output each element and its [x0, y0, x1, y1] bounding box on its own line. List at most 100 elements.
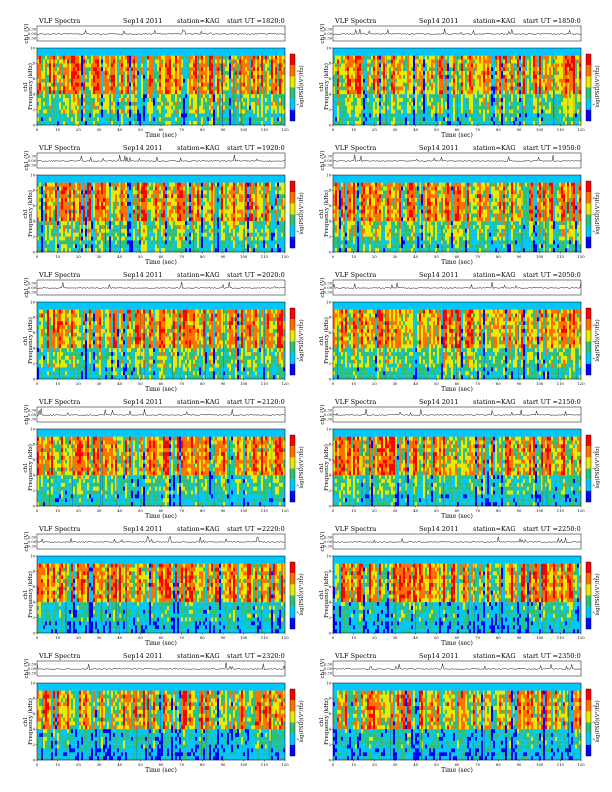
spectrogram-cell [551, 105, 554, 110]
spectrogram-cell [225, 67, 228, 72]
spectrogram-cell [461, 51, 464, 56]
spectrogram-cell [213, 101, 216, 106]
spectrogram-cell [347, 121, 350, 126]
spectrogram-cell [143, 117, 146, 122]
spectrogram-cell [443, 82, 446, 87]
spectrogram-cell [227, 82, 230, 87]
spectrogram-cell [69, 86, 72, 91]
spectrogram-cell [173, 113, 176, 118]
spectrogram-cell [433, 109, 436, 114]
spectrogram-cell [355, 94, 358, 99]
spectrogram-cell [249, 98, 252, 103]
spectrogram-cell [427, 55, 430, 60]
spectrogram-cell [415, 74, 418, 79]
spectrogram-cell [431, 98, 434, 103]
spectrogram-cell [63, 67, 66, 72]
colorbar-tick-label: -2 [296, 69, 299, 73]
spectrogram-cell [203, 74, 206, 79]
spectrogram-cell [97, 86, 100, 91]
spectrogram-cell [41, 109, 44, 114]
spectrogram-cell [263, 101, 266, 106]
spectrogram-cell [403, 59, 406, 64]
spectrogram-cell [239, 90, 242, 95]
spectrogram-cell [79, 109, 82, 114]
spectrogram-cell [127, 55, 130, 60]
spectrogram-cell [341, 101, 344, 106]
spectrogram-cell [527, 94, 530, 99]
spectrogram-cell [283, 94, 286, 99]
spectrogram-cell [491, 113, 494, 118]
spectrogram-cell [467, 71, 470, 76]
spectrogram-cell [135, 59, 138, 64]
spectrogram-cell [93, 117, 96, 122]
spectrogram-cell [529, 90, 532, 95]
spectrogram-cell [569, 98, 572, 103]
spectrogram-cell [175, 71, 178, 76]
spectrogram-cell [229, 59, 232, 64]
spectrogram-cell [169, 113, 172, 118]
spectrogram-cell [61, 98, 64, 103]
spectrogram-cell [381, 105, 384, 110]
spectrogram-cell [209, 90, 212, 95]
spectrogram-cell [255, 63, 258, 68]
spectrogram-cell [521, 86, 524, 91]
spectrogram-cell [125, 59, 128, 64]
spectrogram-cell [149, 74, 152, 79]
spectrogram-cell [411, 101, 414, 106]
spectrogram-cell [337, 78, 340, 83]
spectrogram-cell [397, 82, 400, 87]
spectrogram-cell [557, 98, 560, 103]
spectrogram-cell [165, 117, 168, 122]
spectrogram-cell [151, 105, 154, 110]
spectrogram-cell [107, 78, 110, 83]
spectrogram-cell [177, 113, 180, 118]
spectrogram-cell [373, 117, 376, 122]
spectrogram-cell [447, 109, 450, 114]
spectrogram-cell [571, 117, 574, 122]
spectrogram-cell [227, 90, 230, 95]
spectrogram-cell [201, 94, 204, 99]
spectrogram-cell [343, 51, 346, 56]
spectrogram-cell [269, 117, 272, 122]
spectrogram-cell [485, 113, 488, 118]
spectrogram-cell [217, 48, 220, 52]
spectrogram-cell [423, 101, 426, 106]
amplitude-trace [37, 29, 285, 36]
spectrogram-cell [139, 113, 142, 118]
spectrogram-cell [485, 94, 488, 99]
spectrogram-cell [367, 90, 370, 95]
spectrogram-cell [111, 78, 114, 83]
spectrogram-cell [243, 48, 246, 52]
spectrogram-cell [185, 71, 188, 76]
spectrogram-cell [371, 101, 374, 106]
spectrogram-cell [163, 117, 166, 122]
spectrogram-cell [507, 94, 510, 99]
spectrogram-cell [127, 78, 130, 83]
spectrogram-cell [571, 74, 574, 79]
spectrogram-cell [45, 109, 48, 114]
spectrogram-cell [209, 98, 212, 103]
spectrogram-cell [529, 59, 532, 64]
spectrogram-cell [79, 82, 82, 87]
spectrogram-cell [419, 113, 422, 118]
spectrogram-cell [133, 94, 136, 99]
spectrogram-cell [241, 51, 244, 56]
spectrogram-cell [103, 121, 106, 126]
spectrogram-cell [279, 121, 282, 126]
spectrogram-cell [165, 78, 168, 83]
spectrogram-cell [95, 121, 98, 126]
spectrogram-cell [201, 59, 204, 64]
spectrogram-cell [407, 74, 410, 79]
spectrogram-cell [501, 86, 504, 91]
spectrogram-cell [339, 121, 342, 126]
spectrogram-cell [563, 55, 566, 60]
spectrogram-cell [167, 71, 170, 76]
spectrogram-cell [393, 86, 396, 91]
spectrogram-cell [541, 98, 544, 103]
spectrogram-cell [225, 98, 228, 103]
spectrogram-cell [439, 98, 442, 103]
spectrogram-cell [59, 121, 62, 126]
spectrogram-cell [121, 82, 124, 87]
spectrogram-cell [57, 113, 60, 118]
spectrogram-cell [175, 86, 178, 91]
